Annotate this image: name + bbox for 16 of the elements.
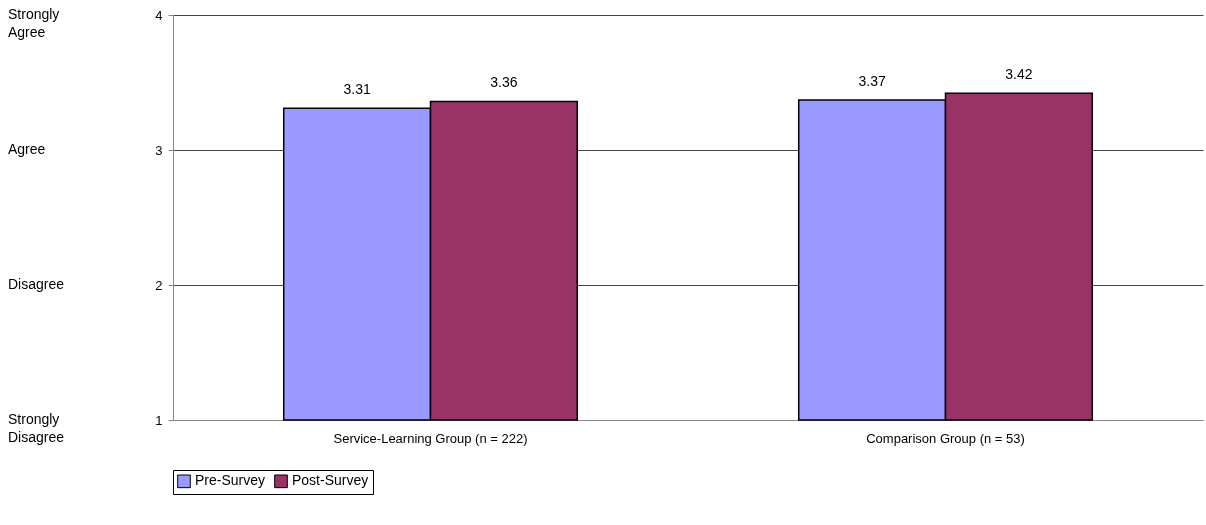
- legend-label: Post-Survey: [292, 472, 369, 489]
- data-label: 3.42: [1005, 66, 1033, 83]
- x-tick-label: Service-Learning Group (n = 222): [333, 430, 528, 446]
- y-tick-label: 3: [155, 142, 163, 158]
- text: Strongly Disagree: [8, 411, 65, 445]
- y-tick-label: 2: [155, 277, 163, 293]
- y-tick-label: 1: [155, 412, 163, 428]
- y-tick-label: 4: [155, 7, 163, 23]
- text: Disagree: [8, 276, 65, 292]
- legend-label: Pre-Survey: [195, 472, 266, 489]
- x-tick-label: Comparison Group (n = 53): [866, 430, 1025, 446]
- data-label: 3.37: [858, 73, 886, 90]
- data-label: 3.31: [343, 81, 371, 98]
- data-label: 3.36: [490, 74, 518, 91]
- text: Agree: [8, 141, 46, 157]
- text: Strongly Agree: [8, 6, 60, 40]
